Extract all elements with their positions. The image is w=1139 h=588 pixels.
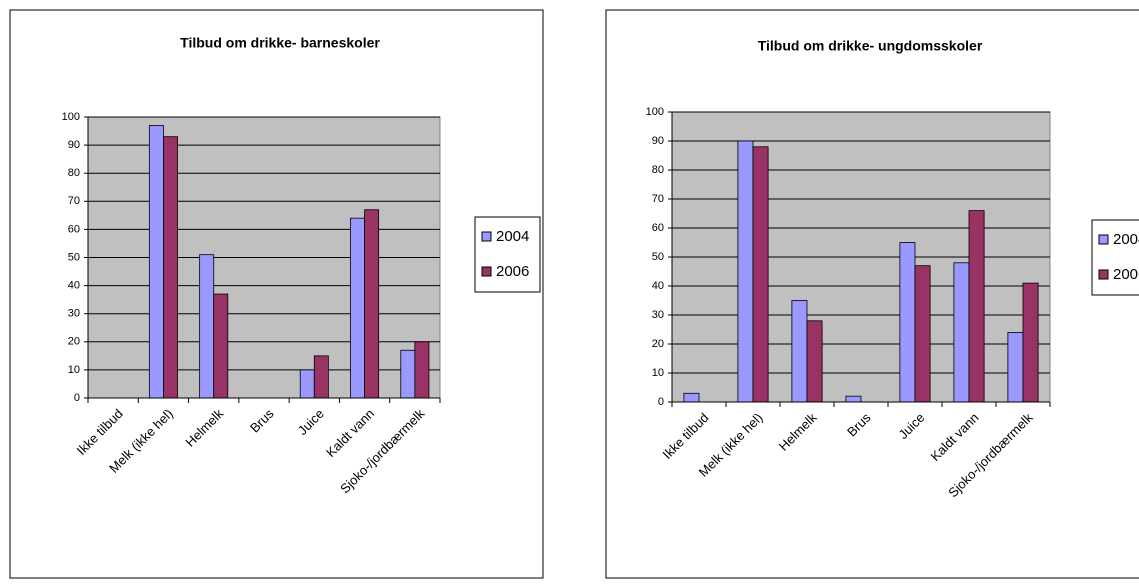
y-tick-label: 20 [68, 336, 80, 348]
bar [683, 392, 700, 403]
y-tick-label: 0 [74, 392, 80, 404]
y-tick-label: 70 [68, 195, 80, 207]
legend-label: 2006 [496, 263, 529, 280]
y-tick-label: 30 [652, 309, 664, 321]
bar [364, 209, 380, 399]
y-tick-label: 60 [68, 223, 80, 235]
legend-box [1091, 219, 1139, 296]
y-tick-label: 20 [652, 338, 664, 350]
legend-label: 2006 [1113, 266, 1139, 283]
legend-box [474, 216, 541, 293]
y-tick-label: 10 [652, 367, 664, 379]
legend-swatch [1098, 234, 1109, 245]
chart-title: Tilbud om drikke- barneskoler [180, 35, 380, 51]
y-tick-label: 100 [62, 111, 80, 123]
legend-swatch [481, 266, 492, 277]
bar [752, 146, 769, 403]
legend-label: 2004 [496, 228, 529, 245]
bar [414, 341, 430, 399]
bar [313, 355, 329, 399]
y-tick-label: 90 [68, 139, 80, 151]
bar [299, 369, 315, 399]
y-tick-label: 80 [652, 164, 664, 176]
y-tick-label: 90 [652, 135, 664, 147]
bar [899, 242, 916, 403]
y-tick-label: 50 [68, 251, 80, 263]
legend-label: 2004 [1113, 231, 1139, 248]
bar [791, 300, 808, 403]
y-tick-label: 100 [646, 106, 664, 118]
bar [914, 265, 931, 403]
bar [163, 136, 178, 399]
bar [400, 349, 416, 399]
bar [1022, 282, 1039, 403]
bar [968, 210, 985, 403]
bar [350, 217, 365, 399]
y-tick-label: 70 [652, 193, 664, 205]
y-tick-label: 40 [68, 280, 80, 292]
bar [806, 320, 823, 403]
y-tick-label: 80 [68, 167, 80, 179]
bar [737, 140, 754, 403]
bar [199, 254, 215, 399]
legend-swatch [481, 231, 492, 242]
bar [148, 125, 164, 399]
y-tick-label: 0 [658, 396, 664, 408]
bar [1007, 331, 1024, 403]
y-tick-label: 10 [68, 364, 80, 376]
y-tick-label: 40 [652, 280, 664, 292]
y-tick-label: 60 [652, 222, 664, 234]
bar [845, 395, 862, 403]
chart-title: Tilbud om drikke- ungdomsskoler [758, 38, 983, 54]
y-tick-label: 30 [68, 308, 80, 320]
legend-swatch [1098, 269, 1109, 280]
y-tick-label: 50 [652, 251, 664, 263]
bar [213, 293, 229, 399]
bar [953, 262, 970, 403]
